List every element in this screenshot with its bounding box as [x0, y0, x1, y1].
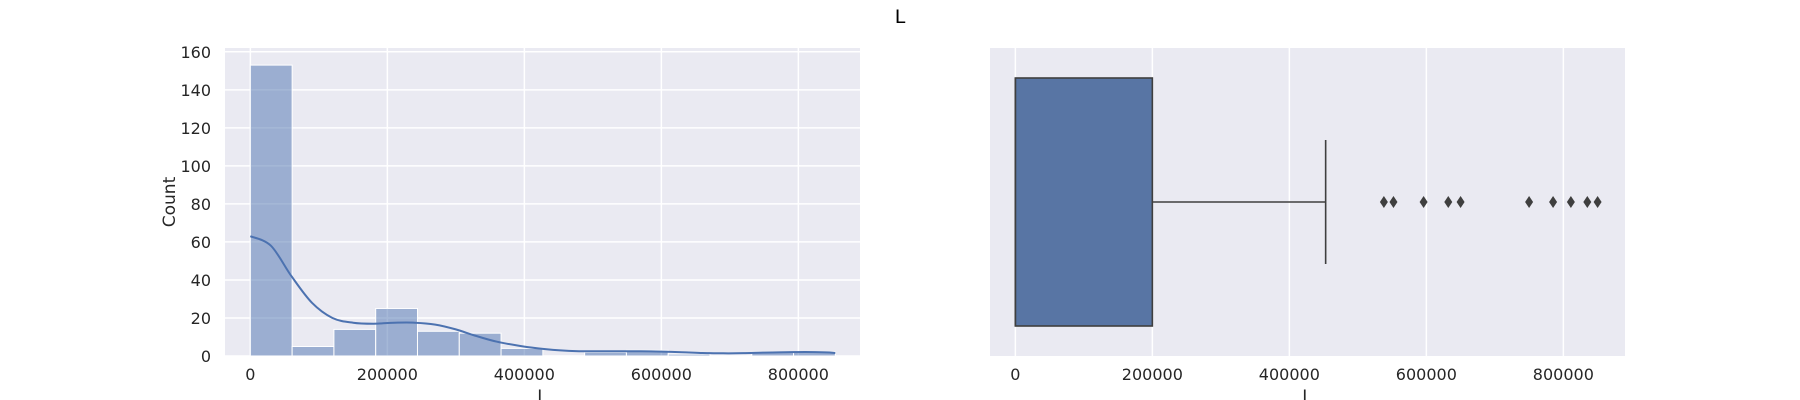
outlier-point [1389, 196, 1398, 208]
histogram-y-tick-label: 60 [191, 233, 211, 252]
boxplot-chart: 0 200000 400000 600000 800000 L [990, 48, 1625, 400]
kde-curve [249, 235, 836, 355]
histogram-chart: 0 200000 400000 600000 800000 0 20 40 60 80 100 12… [160, 43, 860, 400]
histogram-bars [249, 64, 836, 357]
boxplot-x-tick-label: 400000 [1259, 365, 1320, 384]
histogram-y-tick-label: 40 [191, 271, 211, 290]
figure-title: L [895, 6, 906, 28]
histogram-y-tick-label: 20 [191, 309, 211, 328]
histogram-bar [291, 345, 335, 357]
histogram-y-tick-label: 120 [180, 119, 211, 138]
histogram-gridlines [225, 48, 860, 357]
outlier-point [1444, 196, 1453, 208]
histogram-y-tick-label: 140 [180, 81, 211, 100]
histogram-y-tick-label: 80 [191, 195, 211, 214]
boxplot-x-tick-label: 600000 [1396, 365, 1457, 384]
outlier-point [1525, 196, 1534, 208]
outlier-point [1379, 196, 1388, 208]
histogram-bar [667, 353, 711, 357]
histogram-x-tick-label: 600000 [631, 365, 692, 384]
boxplot-x-tick-label: 0 [1010, 365, 1020, 384]
outlier-point [1456, 196, 1465, 208]
histogram-y-tick-label: 100 [180, 157, 211, 176]
histogram-bar [333, 328, 377, 357]
histogram-y-tick-label: 0 [201, 347, 211, 366]
outlier-point [1566, 196, 1575, 208]
outlier-point [1593, 196, 1602, 208]
boxplot-x-tick-labels: 0 200000 400000 600000 800000 [1010, 365, 1594, 384]
boxplot-x-tick-label: 800000 [1533, 365, 1594, 384]
histogram-bar [249, 64, 293, 357]
outlier-point [1419, 196, 1428, 208]
outlier-point [1583, 196, 1592, 208]
histogram-bar [584, 351, 627, 357]
histogram-plot-area [225, 48, 860, 356]
histogram-bar [458, 332, 502, 357]
histogram-y-tick-labels: 0 20 40 60 80 100 120 140 160 [180, 43, 211, 366]
boxplot-x-axis-label: L [1302, 387, 1312, 400]
histogram-y-axis-label: Count [160, 176, 180, 227]
histogram-x-tick-label: 400000 [494, 365, 555, 384]
histogram-bar [416, 330, 460, 357]
interquartile-box [1014, 77, 1154, 327]
histogram-bar [625, 349, 669, 357]
boxplot-shapes [1014, 77, 1602, 327]
boxplot-x-tick-label: 200000 [1122, 365, 1183, 384]
histogram-x-tick-label: 0 [245, 365, 255, 384]
histogram-bar [500, 347, 544, 357]
histogram-x-tick-label: 800000 [768, 365, 829, 384]
outlier-point [1549, 196, 1558, 208]
histogram-y-tick-label: 160 [180, 43, 211, 62]
histogram-bar [375, 307, 418, 357]
histogram-x-axis-label: L [537, 387, 547, 400]
histogram-x-tick-label: 200000 [357, 365, 418, 384]
histogram-x-tick-labels: 0 200000 400000 600000 800000 [245, 365, 829, 384]
